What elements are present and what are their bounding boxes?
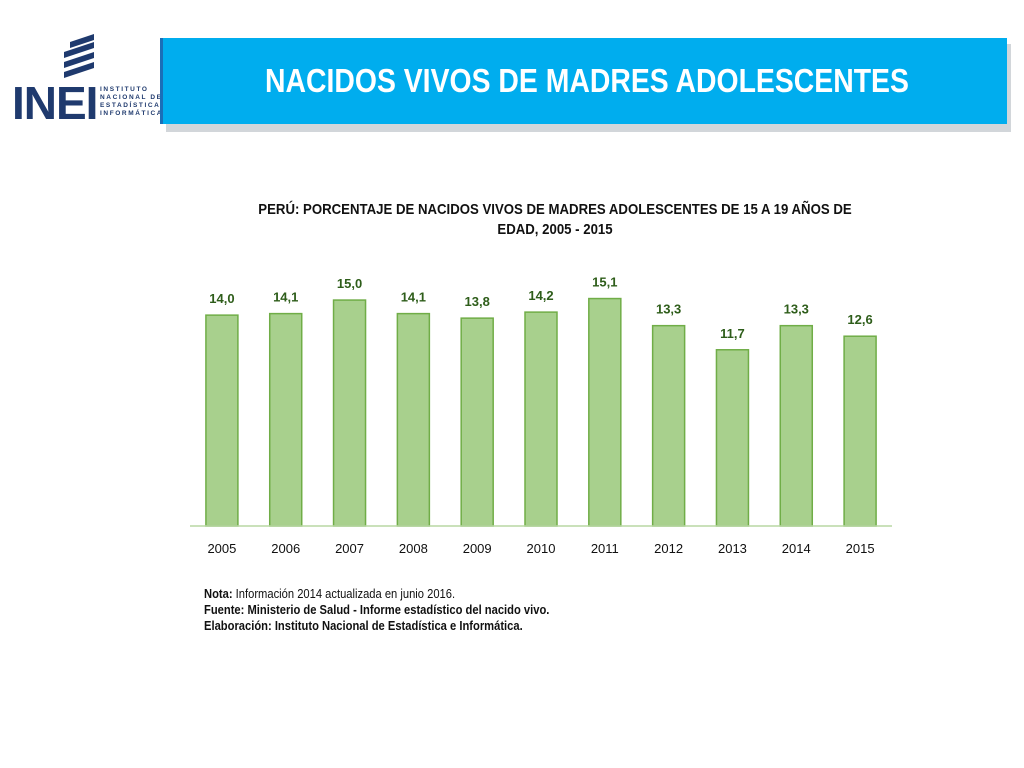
logo-building-icon [64,34,94,78]
x-tick-label: 2006 [271,541,300,556]
chart-title: PERÚ: PORCENTAJE DE NACIDOS VIVOS DE MAD… [258,201,852,238]
x-tick-label: 2015 [846,541,875,556]
chart-bar [460,317,494,527]
logo-subtitle: INSTITUTO NACIONAL DE ESTADÍSTICA E INFO… [100,86,170,118]
chart-bar [396,312,431,527]
data-label: 14,0 [209,291,234,306]
logo-subtitle-line: INSTITUTO [100,86,149,93]
x-tick-label: 2007 [335,541,364,556]
chart-bar [715,349,750,527]
chart-bar [268,312,303,527]
chart-bar [843,335,877,527]
x-tick-label: 2005 [207,541,236,556]
x-tick-label: 2012 [654,541,683,556]
data-label: 13,3 [784,302,809,317]
x-tick-label: 2009 [463,541,492,556]
title-bar: NACIDOS VIVOS DE MADRES ADOLESCENTES [160,38,1007,124]
data-label: 14,2 [528,288,553,303]
note-line: Nota: Información 2014 actualizada en ju… [204,586,686,602]
chart-bar [524,311,558,527]
data-label: 13,3 [656,302,681,317]
x-tick-label: 2014 [782,541,811,556]
source-text: Fuente: Ministerio de Salud - Informe es… [204,602,550,617]
data-label: 13,8 [465,294,490,309]
note-text: Información 2014 actualizada en junio 20… [232,586,456,601]
x-tick-label: 2013 [718,541,747,556]
chart-notes: Nota: Información 2014 actualizada en ju… [204,586,764,634]
data-label: 11,7 [720,326,745,341]
source-line: Fuente: Ministerio de Salud - Informe es… [204,602,686,618]
credits-text: Elaboración: Instituto Nacional de Estad… [204,618,523,633]
data-label: 14,1 [273,290,298,305]
logo-subtitle-line: NACIONAL DE [100,94,163,101]
credits-line: Elaboración: Instituto Nacional de Estad… [204,618,686,634]
x-tick-label: 2011 [591,541,619,556]
chart-bar [588,297,622,527]
logo-subtitle-line: ESTADÍSTICA E [100,102,170,109]
x-tick-label: 2008 [399,541,428,556]
page-title: NACIDOS VIVOS DE MADRES ADOLESCENTES [265,62,909,99]
data-label: 14,1 [401,290,426,305]
data-label: 12,6 [847,312,872,327]
x-tick-label: 2010 [527,541,556,556]
chart-bar [332,299,367,527]
inei-logo: INEI INSTITUTO NACIONAL DE ESTADÍSTICA E… [8,34,170,134]
chart-bar [651,324,686,527]
chart-bar [779,324,814,527]
chart-bar [205,314,239,527]
note-label: Nota: [204,586,233,601]
logo-wordmark: INEI [12,77,98,129]
data-label: 15,0 [337,276,362,291]
data-label: 15,1 [592,275,617,290]
logo-subtitle-line: INFORMÁTICA [100,110,164,117]
